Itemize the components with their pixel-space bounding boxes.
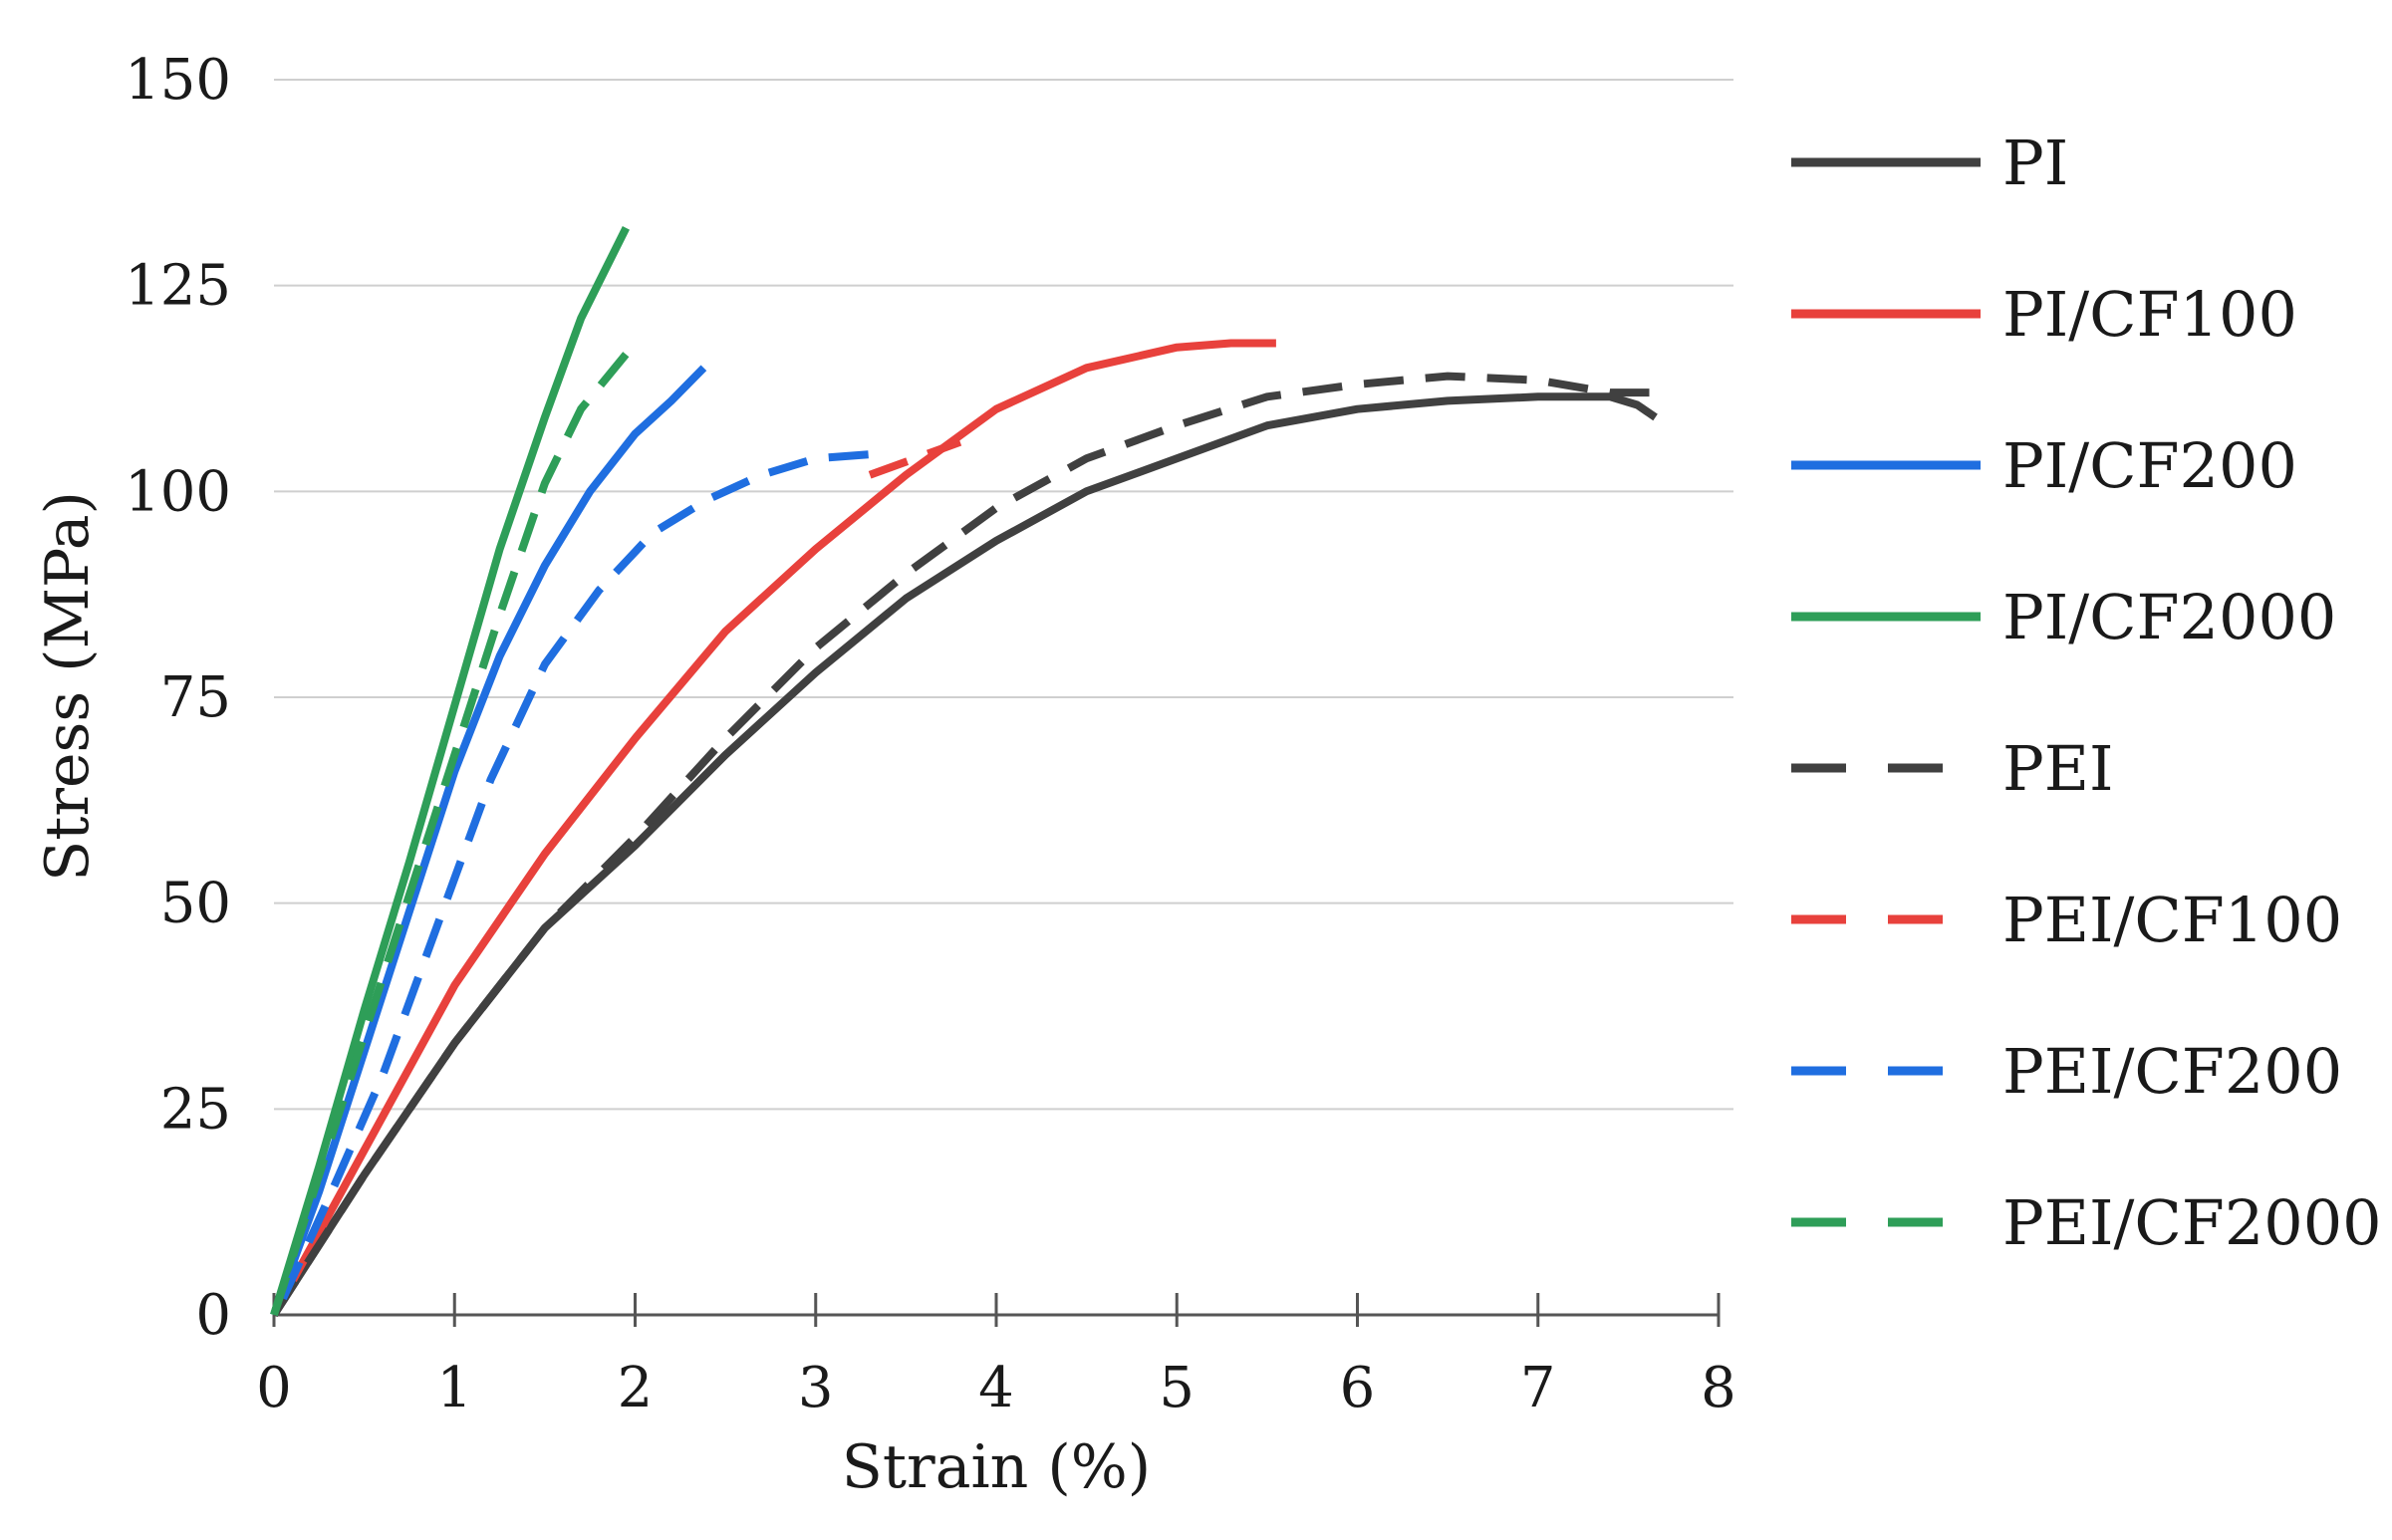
data-series	[270, 226, 1665, 1318]
legend-label-pi-cf2000: PI/CF2000	[2002, 581, 2336, 653]
y-tick-label: 100	[125, 459, 231, 524]
x-tick-label: 3	[798, 1356, 834, 1420]
series-line-pi	[270, 392, 1658, 1318]
series-line-pi-cf100	[270, 339, 1276, 1317]
legend-label-pei-cf200: PEI/CF200	[2002, 1035, 2342, 1108]
series-line-pei-cf200	[279, 450, 871, 1301]
x-tick-label: 6	[1340, 1356, 1376, 1420]
legend-label-pei-cf100: PEI/CF100	[2002, 884, 2342, 956]
x-tick-label: 5	[1159, 1356, 1195, 1420]
x-tick-label: 8	[1701, 1356, 1736, 1420]
series-line-pi-cf200	[270, 365, 707, 1317]
legend-label-pei: PEI	[2002, 732, 2113, 805]
series-line-pei-cf2000	[270, 340, 639, 1317]
x-tick-label: 0	[256, 1356, 292, 1420]
y-tick-label: 0	[195, 1283, 231, 1348]
gridlines	[274, 79, 1733, 1111]
y-axis-title: Stress (MPa)	[33, 491, 103, 882]
y-tick-label: 150	[125, 48, 231, 113]
axes	[272, 1293, 1721, 1327]
y-tick-label: 25	[160, 1077, 231, 1142]
y-tick-label: 125	[125, 254, 231, 319]
tick-labels: 0 25 50 75 100 125 150 0 1 2 3 4 5 6 7 8	[125, 48, 1736, 1420]
x-tick-label: 2	[618, 1356, 654, 1420]
x-tick-label: 1	[436, 1356, 472, 1420]
y-tick-label: 75	[160, 665, 231, 730]
x-tick-label: 4	[978, 1356, 1014, 1420]
legend: PI PI/CF100 PI/CF200 PI/CF2000 PEI PEI/CF100 P…	[1791, 127, 2382, 1259]
legend-label-pi: PI	[2002, 127, 2068, 199]
series-line-pei-cf100	[868, 437, 962, 479]
x-axis-title: Strain (%)	[842, 1432, 1151, 1502]
legend-label-pi-cf100: PI/CF100	[2002, 278, 2297, 351]
legend-label-pei-cf2000: PEI/CF2000	[2002, 1186, 2382, 1259]
series-line-pei	[270, 372, 1665, 1318]
series-line-pi-cf2000	[270, 226, 630, 1317]
legend-label-pi-cf200: PI/CF200	[2002, 429, 2297, 502]
x-tick-label: 7	[1520, 1356, 1556, 1420]
y-tick-label: 50	[160, 872, 231, 936]
